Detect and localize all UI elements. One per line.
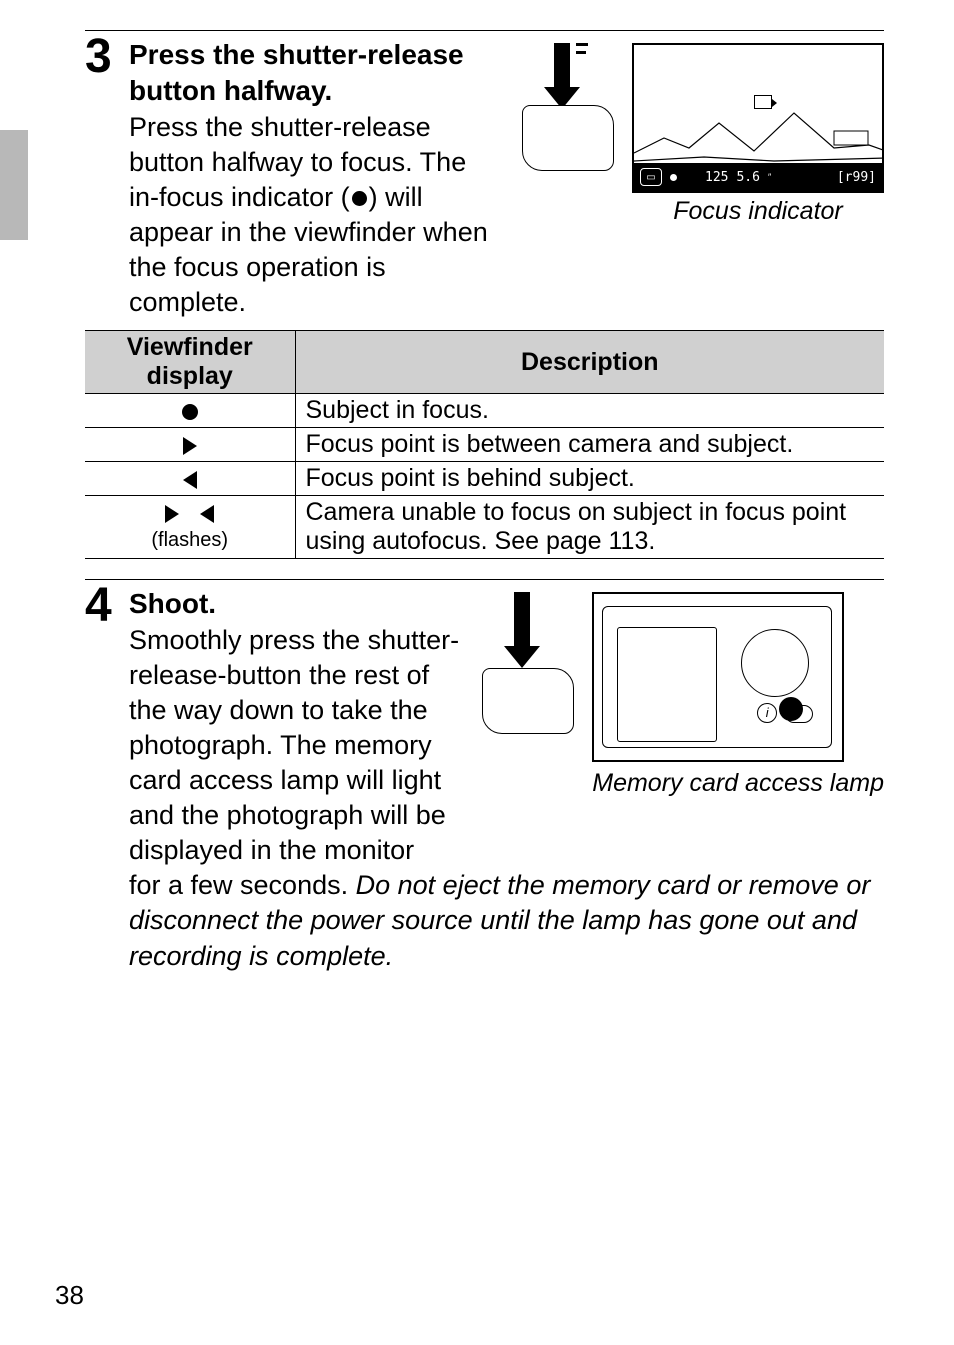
arrow-down-icon (554, 43, 580, 109)
step-4-body-part2: for a few seconds. (129, 870, 356, 900)
mountain-icon (634, 103, 884, 163)
table-header-viewfinder: Viewfinder display (85, 331, 295, 394)
triangle-left-icon (200, 505, 214, 523)
step-number: 3 (85, 33, 119, 81)
table-row: (flashes) Camera unable to focus on subj… (85, 496, 884, 559)
table-desc: Subject in focus. (295, 394, 884, 428)
camera-rear-icon: i (592, 592, 844, 762)
af-area-icon: ▭ (640, 168, 662, 186)
table-header-description: Description (295, 331, 884, 394)
table-row: Subject in focus. (85, 394, 884, 428)
hand-icon (482, 668, 574, 734)
triangle-left-icon (183, 471, 197, 489)
table-row: Focus point is between camera and subjec… (85, 428, 884, 462)
flashes-label: (flashes) (95, 529, 285, 552)
step-3-title: Press the shutter-release button halfway… (129, 39, 464, 106)
info-icon: i (757, 703, 777, 723)
halfway-press-icon (518, 43, 618, 173)
step-3: 3 Press the shutter-release button halfw… (85, 37, 884, 320)
vf-buffer: [r99] (837, 170, 876, 185)
dot-icon (182, 404, 198, 420)
step-4-illustration: i Memory card access lamp (478, 592, 884, 868)
table-desc: Focus point is between camera and subjec… (295, 428, 884, 462)
hand-icon (522, 105, 614, 171)
page: 3 Press the shutter-release button halfw… (0, 0, 954, 1345)
triangle-right-icon (165, 505, 179, 523)
viewfinder-caption: Focus indicator (632, 197, 884, 226)
camera-block: i Memory card access lamp (592, 592, 884, 799)
full-press-icon (478, 592, 578, 732)
triangle-right-icon (183, 437, 197, 455)
table-desc: Focus point is behind subject. (295, 462, 884, 496)
step-number: 4 (85, 582, 119, 630)
step-3-text: Press the shutter-release button halfway… (129, 37, 502, 320)
viewfinder-info-strip: ▭ 125 5.6 ″ [r99] (634, 163, 882, 191)
step-4-body-part1: Smoothly press the shutter-release-butto… (129, 625, 459, 866)
focus-point-icon (754, 95, 772, 109)
step-4-title: Shoot. (129, 588, 216, 619)
side-tab (0, 130, 28, 240)
focus-dot-icon (352, 191, 367, 206)
step-4: 4 Shoot. Smoothly press the shutter-rele… (85, 586, 884, 973)
mid-rule (85, 579, 884, 580)
vf-aperture: 5.6 (736, 170, 759, 185)
table-row: Focus point is behind subject. (85, 462, 884, 496)
page-number: 38 (55, 1280, 84, 1311)
viewfinder-display: ▭ 125 5.6 ″ [r99] (632, 43, 884, 193)
vf-shutter: 125 (705, 170, 728, 185)
camera-caption: Memory card access lamp (592, 768, 884, 799)
focus-indicator-icon (670, 174, 677, 181)
top-rule (85, 30, 884, 31)
focus-indicator-table: Viewfinder display Description Subject i… (85, 330, 884, 559)
step-4-text: Shoot. Smoothly press the shutter-releas… (129, 586, 884, 973)
step-3-illustration: ▭ 125 5.6 ″ [r99] Focus indicator (518, 43, 884, 320)
viewfinder-block: ▭ 125 5.6 ″ [r99] Focus indicator (632, 43, 884, 226)
arrow-down-icon (514, 592, 540, 668)
table-desc: Camera unable to focus on subject in foc… (295, 496, 884, 559)
